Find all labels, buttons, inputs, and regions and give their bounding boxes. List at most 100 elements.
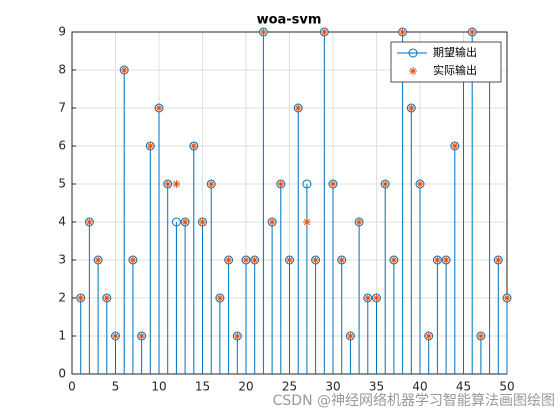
marker-asterisk <box>233 332 242 340</box>
x-tick-label: 40 <box>412 380 427 394</box>
stem <box>450 142 459 150</box>
marker-asterisk <box>433 256 442 264</box>
marker-asterisk <box>224 256 233 264</box>
legend-label: 实际输出 <box>433 63 477 77</box>
stem <box>215 294 224 302</box>
stem <box>189 142 198 150</box>
x-tick-label: 5 <box>112 380 120 394</box>
marker-asterisk <box>276 180 285 188</box>
marker-asterisk <box>494 256 503 264</box>
stem <box>346 332 355 340</box>
marker-asterisk <box>102 294 111 302</box>
x-tick-label: 45 <box>456 380 471 394</box>
y-tick-label: 2 <box>58 291 66 305</box>
marker-asterisk <box>111 332 120 340</box>
y-tick-label: 4 <box>58 215 66 229</box>
marker-asterisk <box>409 67 417 75</box>
stem <box>102 294 111 302</box>
marker-asterisk <box>163 180 172 188</box>
stem <box>207 180 216 188</box>
marker-asterisk <box>155 104 163 112</box>
marker-asterisk <box>172 180 181 188</box>
stem <box>181 218 190 226</box>
stem <box>198 218 207 226</box>
marker-asterisk <box>329 180 337 188</box>
marker-circle <box>302 179 312 189</box>
stem <box>424 332 433 340</box>
stem <box>503 294 511 302</box>
stem <box>398 28 407 36</box>
marker-asterisk <box>363 294 372 302</box>
x-tick-label: 50 <box>499 380 514 394</box>
stem <box>155 104 163 112</box>
marker-asterisk <box>337 256 346 264</box>
stem <box>137 332 146 340</box>
marker-asterisk <box>381 180 390 188</box>
chart-title: woa-svm <box>257 13 322 28</box>
x-tick-label: 10 <box>151 380 166 394</box>
stem <box>494 256 503 264</box>
marker-asterisk <box>94 256 103 264</box>
marker-asterisk <box>137 332 146 340</box>
marker-asterisk <box>355 218 364 226</box>
y-tick-label: 9 <box>58 25 66 39</box>
marker-asterisk <box>389 256 398 264</box>
marker-asterisk <box>181 218 190 226</box>
stem <box>85 218 94 226</box>
marker-asterisk <box>294 104 303 112</box>
marker-circle <box>408 48 418 58</box>
y-tick-label: 6 <box>58 139 66 153</box>
stem <box>128 256 137 264</box>
stem <box>250 256 259 264</box>
marker-asterisk <box>398 28 407 36</box>
marker-asterisk <box>250 256 259 264</box>
marker-asterisk <box>128 256 137 264</box>
x-tick-label: 15 <box>195 380 210 394</box>
y-tick-label: 7 <box>58 101 66 115</box>
watermark: CSDN @神经网络机器学习智能算法画图绘图 <box>273 393 555 409</box>
stem <box>294 104 303 112</box>
stem <box>276 180 285 188</box>
y-tick-label: 1 <box>58 329 66 343</box>
marker-asterisk <box>311 256 320 264</box>
x-tick-label: 0 <box>68 380 76 394</box>
marker-asterisk <box>242 256 250 264</box>
stem <box>468 28 477 36</box>
stem <box>146 142 155 150</box>
marker-asterisk <box>442 256 451 264</box>
stem <box>416 180 424 188</box>
stem <box>242 256 250 264</box>
marker-circle <box>171 217 181 227</box>
stem <box>285 256 294 264</box>
stem <box>76 294 85 302</box>
stem <box>389 256 398 264</box>
y-tick-label: 3 <box>58 253 66 267</box>
marker-asterisk <box>468 28 477 36</box>
marker-asterisk <box>189 142 198 150</box>
y-tick-label: 5 <box>58 177 66 191</box>
stem <box>172 180 181 188</box>
x-tick-label: 30 <box>325 380 340 394</box>
stem <box>329 180 337 188</box>
marker-asterisk <box>146 142 155 150</box>
marker-asterisk <box>302 218 311 226</box>
x-tick-label: 20 <box>238 380 253 394</box>
marker-asterisk <box>476 332 485 340</box>
marker-asterisk <box>268 218 277 226</box>
marker-asterisk <box>215 294 224 302</box>
stem <box>171 217 181 374</box>
y-tick-label: 8 <box>58 63 66 77</box>
stem <box>372 294 381 302</box>
x-tick-label: 35 <box>369 380 384 394</box>
stem <box>320 28 329 36</box>
marker-asterisk <box>450 142 459 150</box>
stem <box>381 180 390 188</box>
stem <box>363 294 372 302</box>
stem <box>311 256 320 264</box>
stem <box>433 256 442 264</box>
stem <box>476 332 485 340</box>
marker-asterisk <box>76 294 85 302</box>
